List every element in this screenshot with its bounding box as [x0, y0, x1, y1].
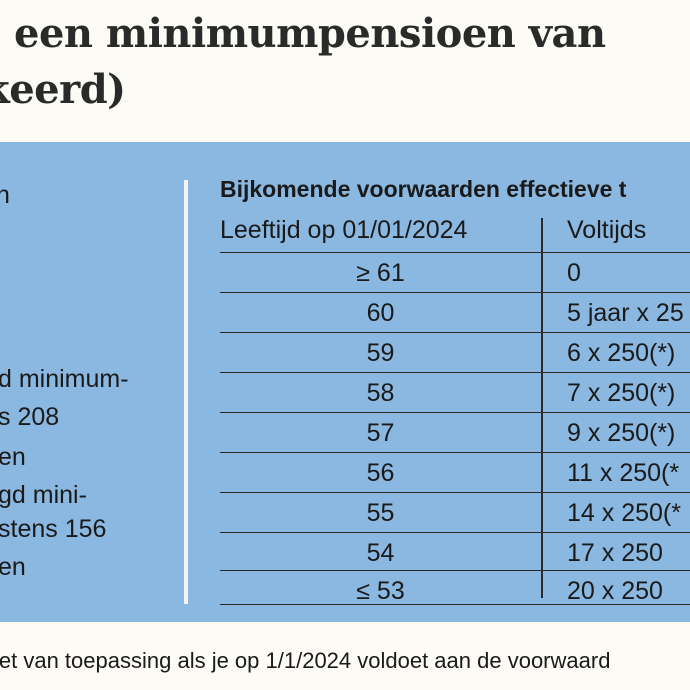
- cell-fulltime: 6 x 250(*): [567, 339, 676, 367]
- left-line: s 208: [0, 403, 60, 431]
- cell-age: 59: [366, 339, 395, 367]
- table-row: 60 5 jaar x 25: [220, 292, 690, 332]
- left-line: en: [0, 553, 26, 581]
- cell-fulltime: 7 x 250(*): [567, 379, 676, 407]
- table-row: 54 17 x 250: [220, 532, 690, 572]
- cell-fulltime: 9 x 250(*): [567, 419, 676, 447]
- vertical-divider: [184, 180, 188, 604]
- cell-fulltime: 5 jaar x 25: [567, 299, 684, 327]
- cell-fulltime: 11 x 250(*: [567, 459, 680, 487]
- footnote: iet van toepassing als je op 1/1/2024 vo…: [0, 648, 611, 673]
- cell-age: ≤ 53: [356, 577, 405, 605]
- cell-age: ≥ 61: [356, 259, 405, 287]
- cell-age: 60: [366, 299, 395, 327]
- column-header-fulltime: Voltijds: [567, 216, 647, 244]
- info-panel: n d minimum- s 208 en gd mini- stens 156…: [0, 142, 690, 622]
- cell-fulltime: 17 x 250: [567, 539, 663, 567]
- table-row: 58 7 x 250(*): [220, 372, 690, 412]
- left-line: gd mini-: [0, 481, 87, 509]
- table-bottom-rule: [220, 604, 690, 605]
- cell-age: 56: [366, 459, 395, 487]
- column-separator: [541, 218, 543, 598]
- table-row: ≤ 53 20 x 250: [220, 570, 690, 610]
- table-row: 57 9 x 250(*): [220, 412, 690, 452]
- page-title-line-2: keerd): [0, 66, 126, 113]
- table-row: 56 11 x 250(*: [220, 452, 690, 492]
- left-line: d minimum-: [0, 365, 129, 393]
- cell-age: 55: [366, 499, 395, 527]
- cell-fulltime: 14 x 250(*: [567, 499, 681, 527]
- cell-age: 57: [366, 419, 395, 447]
- left-line: stens 156: [0, 515, 107, 543]
- page-title-line-1: een minimumpensioen van: [14, 10, 606, 57]
- column-header-age: Leeftijd op 01/01/2024: [220, 216, 468, 244]
- table-row: 59 6 x 250(*): [220, 332, 690, 372]
- left-line: en: [0, 443, 26, 471]
- table-heading: Bijkomende voorwaarden effectieve t: [220, 176, 627, 202]
- table-row: 55 14 x 250(*: [220, 492, 690, 532]
- cell-age: 54: [366, 539, 395, 567]
- cell-age: 58: [366, 379, 395, 407]
- title-area: een minimumpensioen van keerd): [0, 0, 690, 142]
- left-column: n d minimum- s 208 en gd mini- stens 156…: [0, 142, 180, 622]
- cell-fulltime: 0: [567, 259, 581, 287]
- cell-fulltime: 20 x 250: [567, 577, 663, 605]
- left-line: n: [0, 181, 10, 209]
- table-row: ≥ 61 0: [220, 252, 690, 292]
